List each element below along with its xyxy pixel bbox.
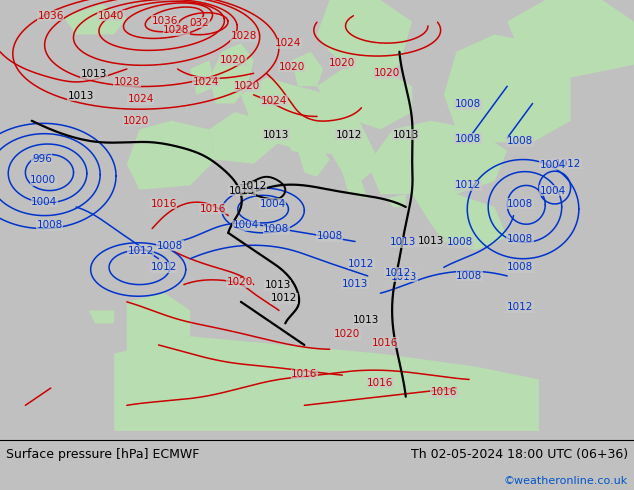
Text: 1020: 1020 — [334, 329, 361, 339]
Text: 1013: 1013 — [68, 91, 94, 101]
Text: 1004: 1004 — [540, 186, 566, 196]
Text: 1008: 1008 — [263, 224, 290, 234]
Text: 1020: 1020 — [329, 58, 356, 68]
Text: 1020: 1020 — [373, 68, 400, 78]
Text: 1012: 1012 — [455, 180, 481, 191]
Text: 1008: 1008 — [455, 134, 481, 144]
Text: 1012: 1012 — [385, 268, 411, 277]
Text: 1013: 1013 — [229, 186, 256, 196]
Text: 1004: 1004 — [233, 220, 259, 230]
Polygon shape — [63, 4, 127, 34]
Text: 032: 032 — [190, 18, 210, 28]
Text: 1013: 1013 — [353, 315, 380, 325]
Text: 1008: 1008 — [455, 99, 481, 109]
Polygon shape — [292, 52, 323, 86]
Polygon shape — [209, 112, 279, 164]
Text: 1020: 1020 — [123, 116, 150, 126]
Text: 1028: 1028 — [113, 77, 140, 87]
Polygon shape — [444, 34, 571, 142]
Text: ©weatheronline.co.uk: ©weatheronline.co.uk — [503, 476, 628, 486]
Text: 1020: 1020 — [234, 81, 261, 91]
Polygon shape — [298, 142, 330, 177]
Polygon shape — [431, 129, 495, 172]
Text: 1016: 1016 — [291, 369, 318, 379]
Text: 1008: 1008 — [507, 234, 533, 244]
Polygon shape — [127, 293, 190, 354]
Text: 1028: 1028 — [163, 25, 190, 35]
Polygon shape — [190, 60, 216, 95]
Text: 1012: 1012 — [507, 302, 533, 312]
Text: 1024: 1024 — [127, 94, 154, 104]
Polygon shape — [209, 43, 254, 103]
Text: 1008: 1008 — [507, 136, 533, 147]
Polygon shape — [317, 0, 412, 77]
Text: 1016: 1016 — [150, 198, 177, 209]
Text: 996: 996 — [32, 154, 52, 164]
Text: 1013: 1013 — [264, 280, 291, 291]
Text: 1040: 1040 — [98, 11, 124, 21]
Text: 1036: 1036 — [37, 11, 64, 21]
Text: 1016: 1016 — [367, 378, 394, 388]
Polygon shape — [241, 77, 368, 155]
Text: 1012: 1012 — [271, 294, 297, 303]
Polygon shape — [412, 194, 507, 250]
Polygon shape — [89, 311, 114, 323]
Text: Surface pressure [hPa] ECMWF: Surface pressure [hPa] ECMWF — [6, 448, 200, 461]
Polygon shape — [279, 108, 330, 155]
Text: 1008: 1008 — [507, 198, 533, 209]
Text: 1036: 1036 — [152, 16, 178, 25]
Polygon shape — [507, 0, 634, 77]
Polygon shape — [368, 121, 507, 194]
Text: 1024: 1024 — [275, 38, 302, 48]
Polygon shape — [387, 194, 406, 207]
Text: Th 02-05-2024 18:00 UTC (06+36): Th 02-05-2024 18:00 UTC (06+36) — [411, 448, 628, 461]
Text: 1024: 1024 — [193, 77, 219, 87]
Text: 1008: 1008 — [447, 237, 474, 247]
Text: 1016: 1016 — [372, 338, 399, 348]
Polygon shape — [317, 69, 412, 129]
Text: 1028: 1028 — [231, 31, 257, 41]
Text: 1020: 1020 — [226, 277, 253, 288]
Text: 1008: 1008 — [507, 262, 533, 272]
Text: 1008: 1008 — [36, 220, 63, 230]
Text: 1016: 1016 — [200, 204, 226, 214]
Text: 1004: 1004 — [540, 160, 566, 170]
Text: 1012: 1012 — [127, 246, 154, 256]
Text: 1013: 1013 — [390, 237, 417, 247]
Text: 1012: 1012 — [348, 259, 375, 269]
Text: 1008: 1008 — [316, 231, 343, 241]
Text: 1020: 1020 — [220, 55, 247, 65]
Text: 1013: 1013 — [418, 237, 444, 246]
Text: 1013: 1013 — [81, 69, 107, 79]
Text: 1013: 1013 — [263, 129, 290, 140]
Text: 1004: 1004 — [259, 198, 286, 209]
Text: 1012: 1012 — [150, 262, 177, 272]
Text: 1008: 1008 — [157, 241, 183, 251]
Text: 1012: 1012 — [555, 159, 581, 169]
Text: 1013: 1013 — [391, 272, 418, 282]
Polygon shape — [127, 121, 216, 190]
Polygon shape — [330, 129, 380, 181]
Text: 1000: 1000 — [30, 175, 56, 185]
Text: 1013: 1013 — [392, 129, 419, 140]
Polygon shape — [114, 336, 539, 431]
Text: 1020: 1020 — [278, 62, 305, 72]
Text: 1008: 1008 — [456, 271, 482, 281]
Text: 1024: 1024 — [261, 96, 287, 106]
Text: 1013: 1013 — [342, 279, 368, 289]
Text: 1012: 1012 — [335, 129, 362, 140]
Text: 1004: 1004 — [31, 197, 58, 207]
Polygon shape — [342, 172, 368, 198]
Text: 1012: 1012 — [240, 181, 267, 191]
Text: 1016: 1016 — [430, 388, 457, 397]
